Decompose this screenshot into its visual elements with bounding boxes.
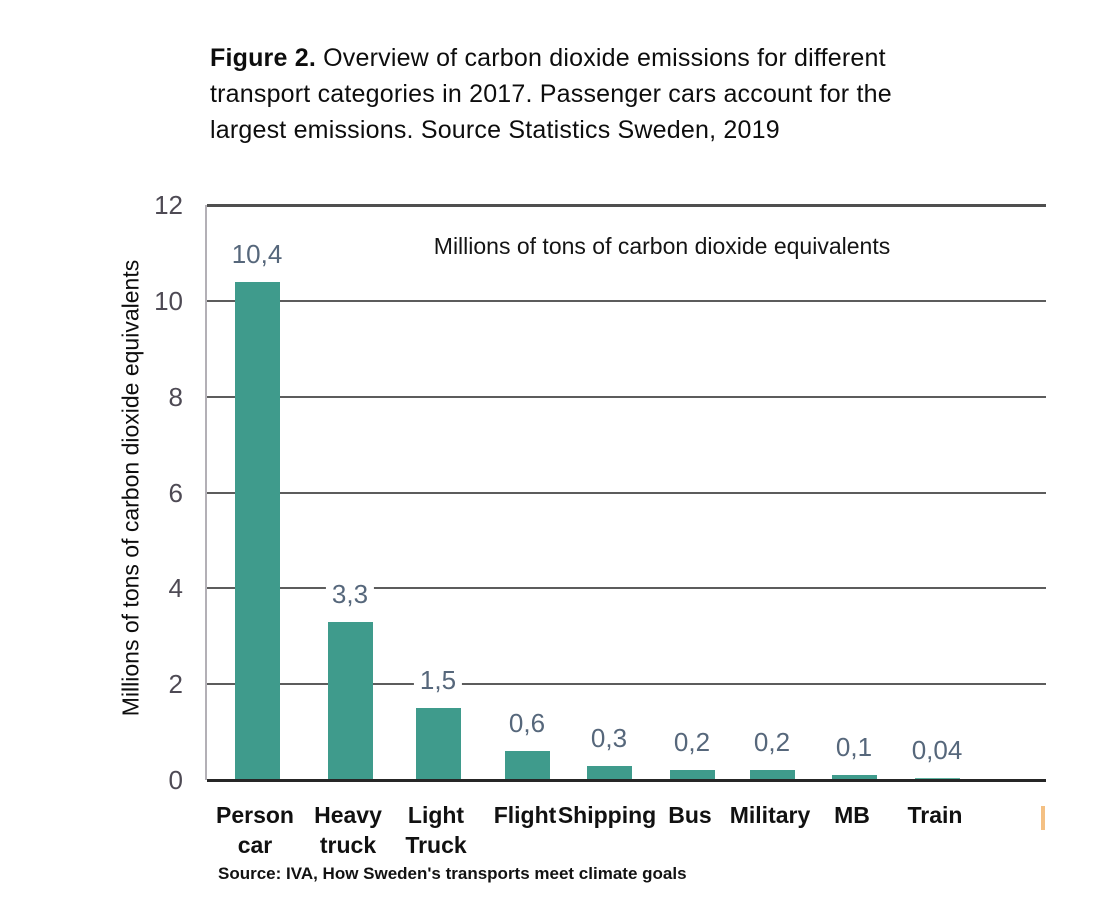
value-label-train: 0,04 (905, 735, 969, 766)
highlight-artifact (1041, 806, 1045, 830)
value-label-bus: 0,2 (667, 727, 717, 758)
value-label-flight: 0,6 (502, 708, 552, 739)
y-tick-2: 2 (168, 669, 183, 700)
x-label-flight: Flight (493, 802, 557, 828)
bar-person-car (234, 282, 280, 780)
x-label-heavy-truck: Heavy truck (314, 802, 382, 858)
source-note: Source: IVA, How Sweden's transports mee… (218, 864, 687, 883)
x-label-shipping: Shipping (557, 802, 657, 828)
y-tick-8: 8 (168, 381, 183, 412)
gridline-4 (207, 587, 1046, 590)
y-tick-4: 4 (168, 573, 183, 604)
y-tick-12: 12 (154, 190, 183, 220)
x-label-mb: MB (834, 802, 870, 828)
value-label-mb: 0,1 (829, 732, 879, 763)
caption-figure-number: Figure 2. (210, 44, 316, 72)
figure-caption: Figure 2. Overview of carbon dioxide emi… (210, 40, 1040, 148)
bar-flight (504, 751, 550, 780)
y-tick-10: 10 (154, 285, 183, 316)
value-label-military: 0,2 (747, 727, 797, 758)
bar-light-truck (415, 708, 461, 780)
gridline-8 (207, 395, 1046, 398)
bar-mb (831, 775, 877, 780)
value-label-person-car: 10,4 (225, 239, 289, 270)
gridline-12 (207, 204, 1046, 207)
value-label-heavy-truck: 3,3 (325, 579, 375, 610)
caption-line-3: largest emissions. Source Statistics Swe… (210, 116, 780, 144)
bar-military (749, 770, 795, 780)
gridline-2 (207, 683, 1046, 686)
y-tick-6: 6 (168, 477, 183, 508)
chart-title: Millions of tons of carbon dioxide equiv… (433, 233, 891, 259)
value-label-light-truck: 1,5 (413, 665, 463, 696)
y-tick-0: 0 (168, 765, 183, 795)
plot-area: Millions of tons of carbon dioxide equiv… (205, 204, 1046, 782)
x-label-light-truck: Light Truck (405, 802, 467, 858)
bar-heavy-truck (327, 622, 373, 780)
x-label-bus: Bus (668, 802, 712, 828)
x-label-person-car: Person car (216, 802, 294, 858)
x-label-train: Train (907, 802, 963, 828)
value-label-shipping: 0,3 (584, 723, 634, 754)
gridline-6 (207, 491, 1046, 494)
caption-line-2: transport categories in 2017. Passenger … (210, 80, 892, 108)
bar-bus (669, 770, 715, 780)
bar-shipping (586, 766, 632, 780)
gridline-10 (207, 299, 1046, 302)
x-axis-line (207, 779, 1046, 782)
caption-line-1: Figure 2. Overview of carbon dioxide emi… (210, 44, 886, 72)
x-label-military: Military (729, 802, 811, 828)
